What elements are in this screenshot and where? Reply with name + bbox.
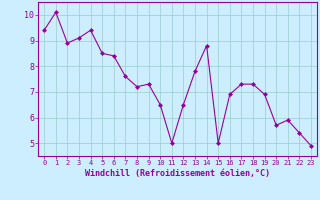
X-axis label: Windchill (Refroidissement éolien,°C): Windchill (Refroidissement éolien,°C) [85, 169, 270, 178]
